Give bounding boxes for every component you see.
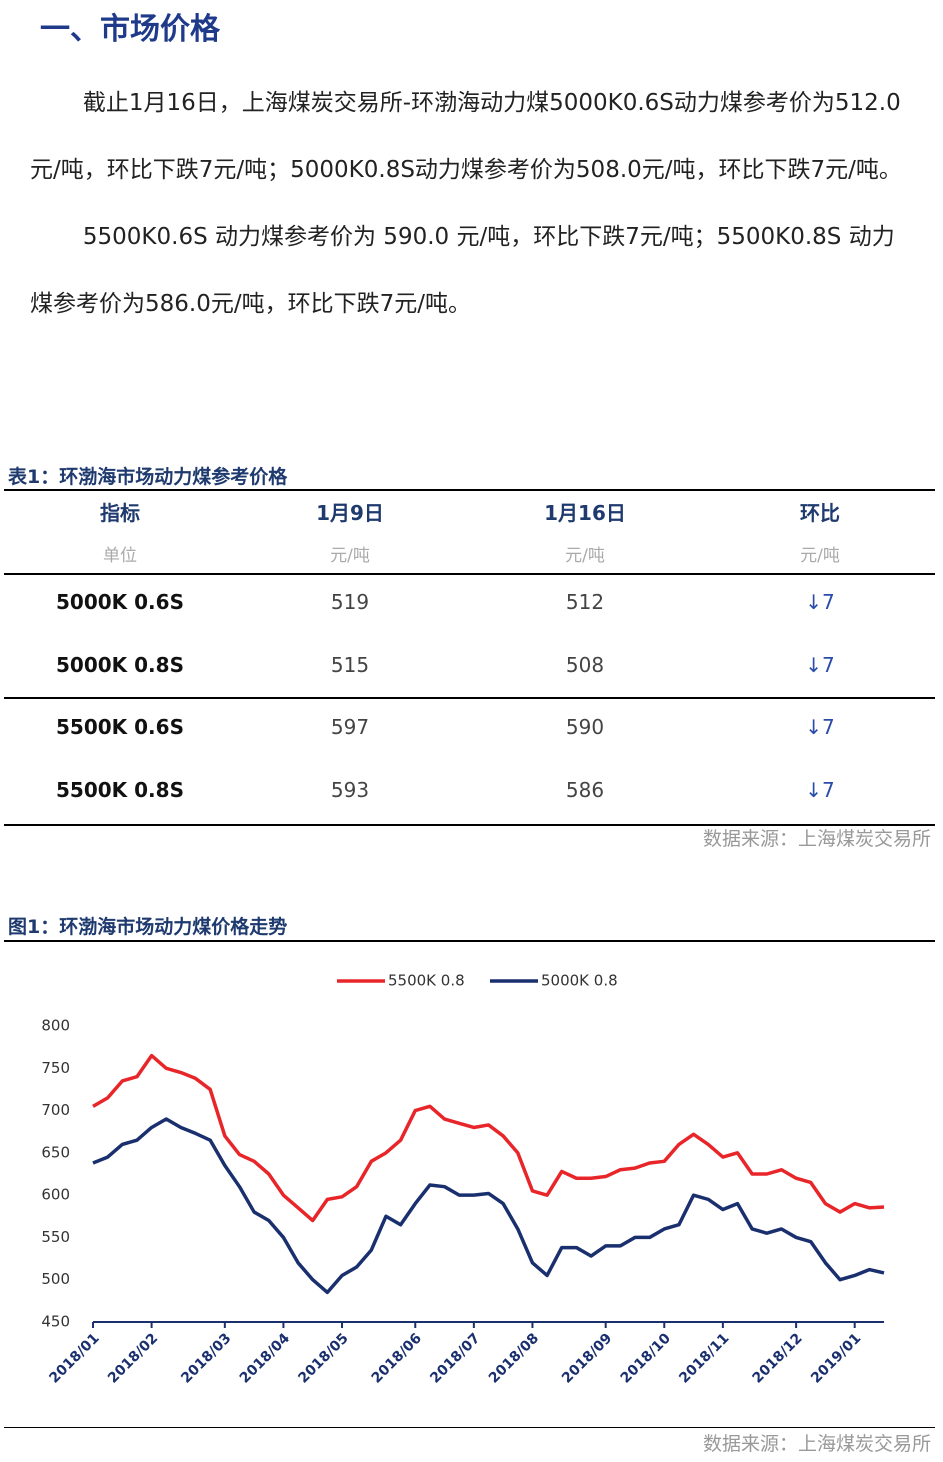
table-cell: 508 bbox=[565, 653, 605, 677]
y-tick-label: 450 bbox=[41, 1313, 70, 1331]
table-cell: ↓7 bbox=[805, 653, 835, 677]
heading: 一、市场价格 bbox=[40, 12, 220, 47]
rule bbox=[4, 1427, 935, 1428]
rule bbox=[4, 573, 935, 575]
x-tick-label: 2018/08 bbox=[486, 1330, 542, 1386]
x-tick-label: 2018/10 bbox=[618, 1330, 674, 1386]
y-tick-label: 700 bbox=[41, 1101, 70, 1119]
x-tick-label: 2018/05 bbox=[295, 1330, 351, 1386]
paragraph: 5500K0.6S 动力煤参考价为 590.0 元/吨，环比下跌7元/吨；550… bbox=[30, 224, 895, 317]
figure-caption: 图1：环渤海市场动力煤价格走势 bbox=[8, 916, 288, 938]
x-tick-label: 2018/02 bbox=[105, 1330, 161, 1386]
x-tick-label: 2018/06 bbox=[369, 1330, 425, 1386]
body-text: 截止1月16日，上海煤炭交易所-环渤海动力煤5000K0.6S动力煤参考价为51… bbox=[30, 70, 910, 338]
x-tick-label: 2018/03 bbox=[178, 1330, 234, 1386]
table-cell: 519 bbox=[330, 590, 370, 614]
unit-cell: 单位 bbox=[103, 546, 137, 566]
header-cell: 1月9日 bbox=[316, 501, 384, 525]
y-tick-label: 800 bbox=[41, 1017, 70, 1035]
paragraph: 截止1月16日，上海煤炭交易所-环渤海动力煤5000K0.6S动力煤参考价为51… bbox=[30, 90, 902, 183]
line-series bbox=[92, 1117, 885, 1295]
rule bbox=[4, 697, 935, 699]
x-tick-label: 2018/11 bbox=[676, 1330, 732, 1386]
table-cell: 590 bbox=[565, 715, 605, 739]
rule bbox=[4, 940, 935, 942]
unit-cell: 元/吨 bbox=[330, 546, 370, 566]
table-cell: 5500K 0.6S bbox=[56, 715, 184, 739]
unit-cell: 元/吨 bbox=[565, 546, 605, 566]
x-tick-label: 2019/01 bbox=[808, 1330, 864, 1386]
y-tick-label: 500 bbox=[41, 1270, 70, 1288]
table-cell: ↓7 bbox=[805, 715, 835, 739]
table-cell: 586 bbox=[565, 778, 605, 802]
unit-cell: 元/吨 bbox=[800, 546, 840, 566]
header-cell: 指标 bbox=[100, 501, 140, 525]
table-cell: 593 bbox=[330, 778, 370, 802]
y-tick-label: 650 bbox=[41, 1143, 70, 1161]
header-cell: 1月16日 bbox=[544, 501, 626, 525]
chart: 450 500 550 600 650 700 750 800 2018/01 2018/02 20… bbox=[41, 972, 885, 1387]
x-tick-label: 2018/07 bbox=[427, 1330, 483, 1386]
line-series bbox=[92, 1053, 885, 1223]
table-cell: ↓7 bbox=[805, 590, 835, 614]
rule bbox=[4, 824, 935, 826]
y-tick-label: 600 bbox=[41, 1186, 70, 1204]
table-cell: 5500K 0.8S bbox=[56, 778, 184, 802]
table-cell: 5000K 0.6S bbox=[56, 590, 184, 614]
source: 数据来源：上海煤炭交易所 bbox=[702, 1433, 931, 1455]
legend-label: 5000K 0.8 bbox=[541, 972, 618, 990]
y-tick-label: 750 bbox=[41, 1059, 70, 1077]
x-tick-label: 2018/04 bbox=[237, 1330, 293, 1386]
x-tick-label: 2018/12 bbox=[750, 1330, 806, 1386]
source: 数据来源：上海煤炭交易所 bbox=[702, 828, 931, 850]
table-cell: 512 bbox=[565, 590, 605, 614]
table-cell: 597 bbox=[330, 715, 370, 739]
table-cell: 515 bbox=[330, 653, 370, 677]
x-tick-label: 2018/01 bbox=[46, 1330, 102, 1386]
x-tick-label: 2018/09 bbox=[559, 1330, 615, 1386]
table-cell: ↓7 bbox=[805, 778, 835, 802]
table-caption: 表1：环渤海市场动力煤参考价格 bbox=[8, 466, 288, 488]
rule bbox=[4, 489, 935, 491]
y-tick-label: 550 bbox=[41, 1228, 70, 1246]
table-cell: 5000K 0.8S bbox=[56, 653, 184, 677]
legend-label: 5500K 0.8 bbox=[388, 972, 465, 990]
header-cell: 环比 bbox=[800, 501, 840, 525]
